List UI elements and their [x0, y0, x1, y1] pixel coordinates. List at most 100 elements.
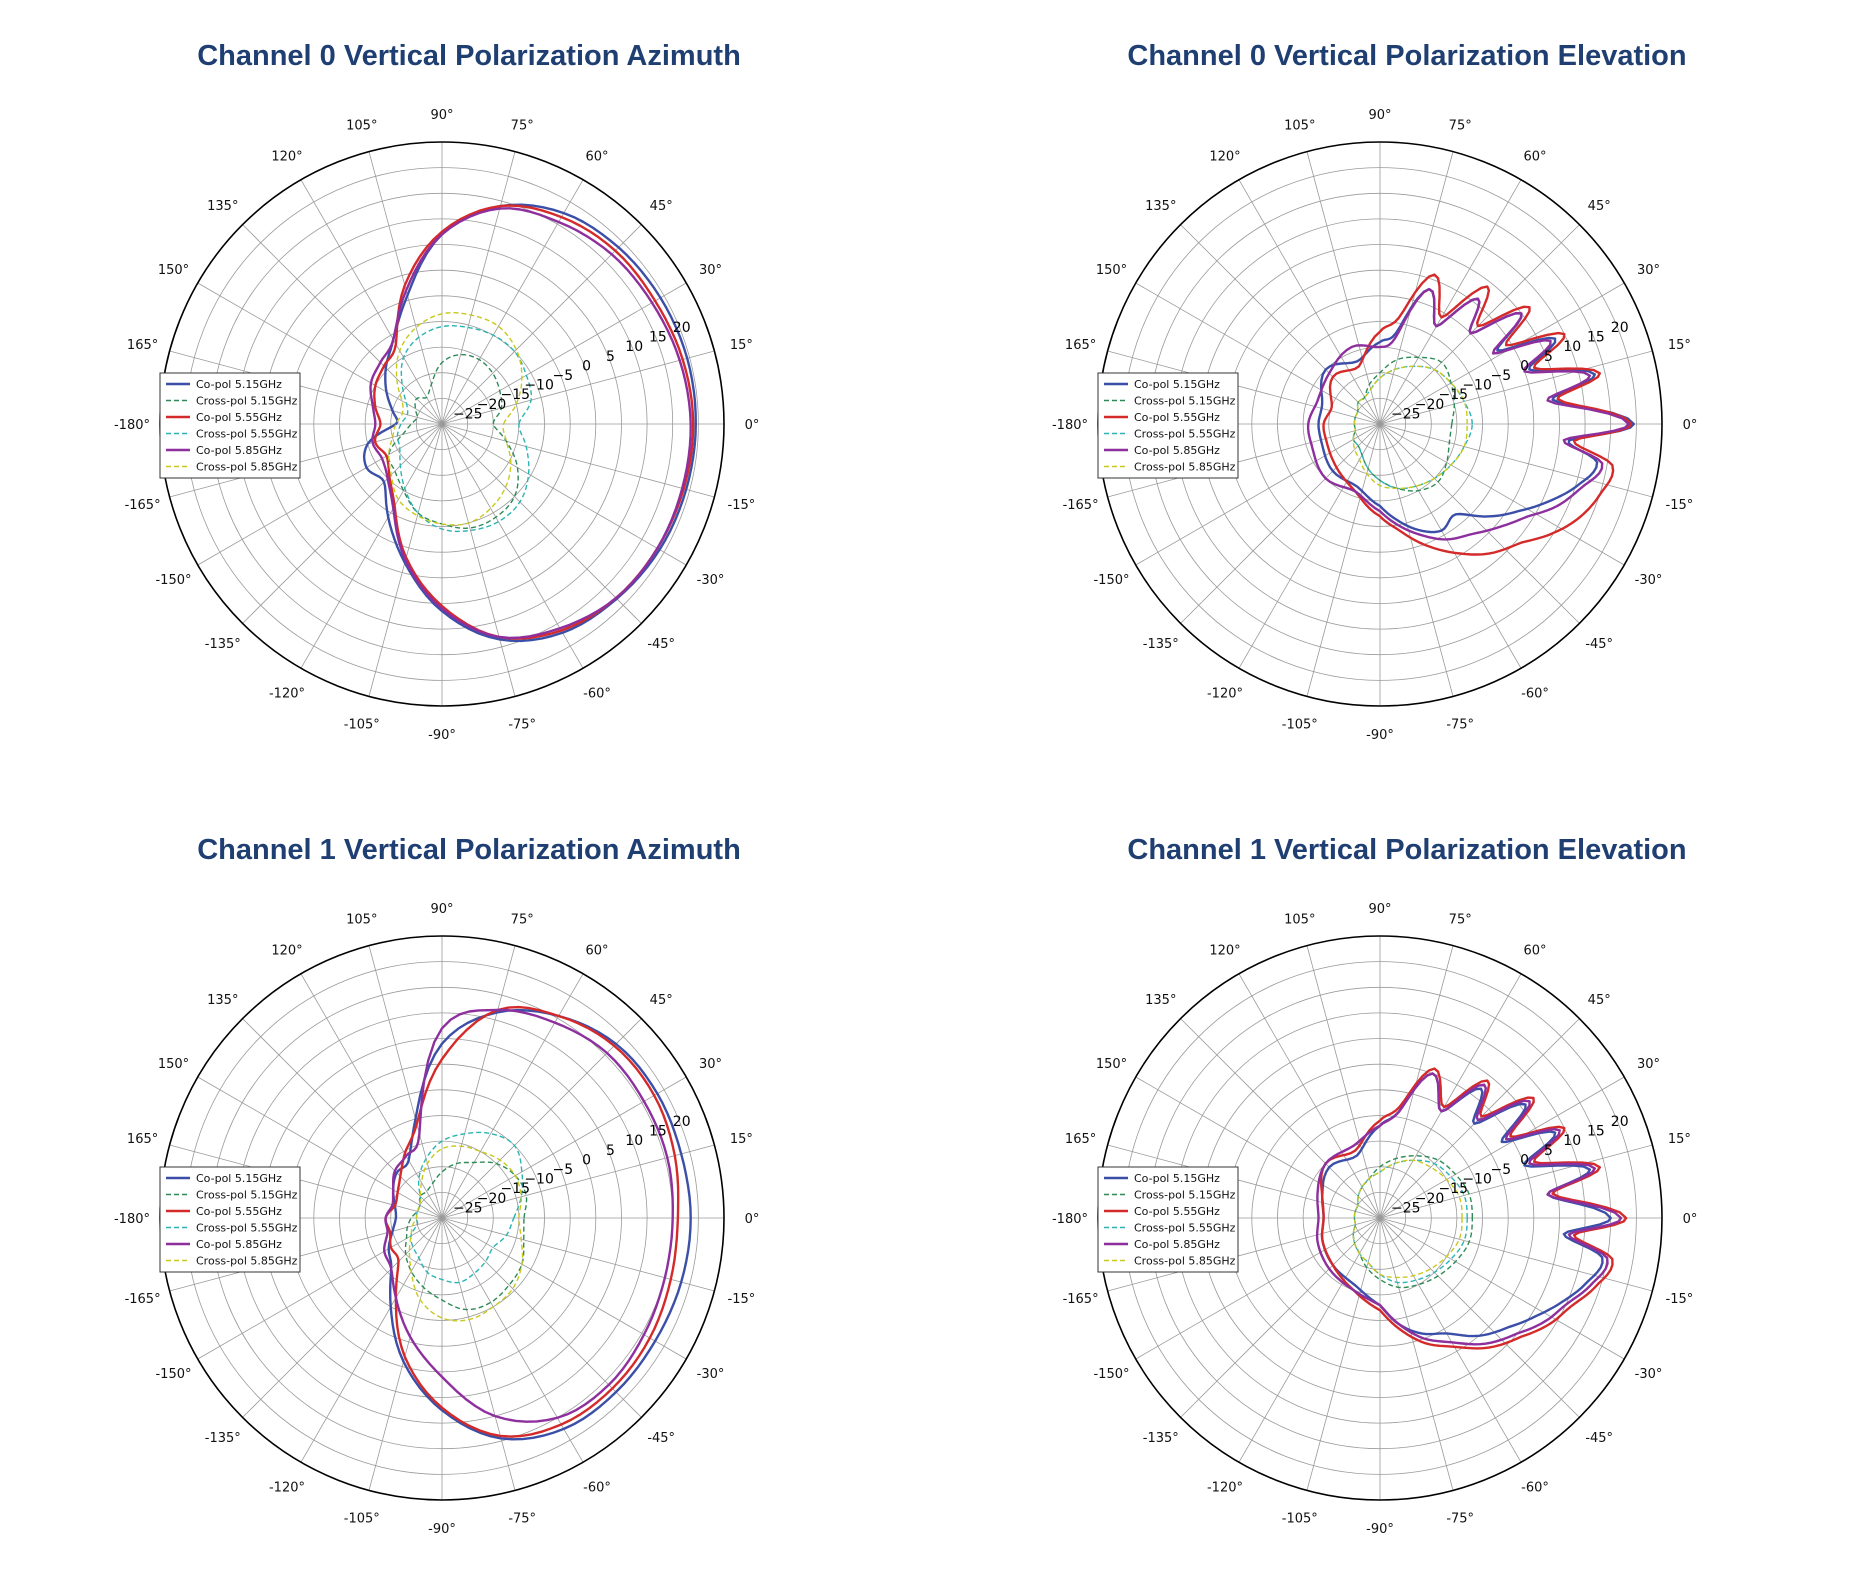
- theta-tick-label: 60°: [585, 150, 608, 165]
- grid-spoke: [1135, 282, 1381, 425]
- r-tick-label: 5: [606, 349, 615, 365]
- r-tick-label: 15: [1587, 1124, 1605, 1140]
- theta-tick-label: 30°: [1637, 1057, 1660, 1072]
- r-tick-label: −10: [1462, 1172, 1492, 1188]
- theta-tick-label: 120°: [1209, 150, 1240, 165]
- legend-label: Cross-pol 5.55GHz: [196, 1222, 298, 1235]
- grid-spoke: [1379, 973, 1522, 1219]
- r-tick-label: 20: [1611, 320, 1629, 336]
- legend-label: Cross-pol 5.15GHz: [1134, 395, 1236, 408]
- r-tick-label: −5: [552, 1162, 573, 1178]
- theta-tick-label: 60°: [1523, 944, 1546, 959]
- grid-spoke: [1379, 179, 1522, 425]
- legend-label: Co-pol 5.85GHz: [196, 444, 282, 457]
- theta-tick-label: -150°: [1093, 1367, 1129, 1382]
- r-tick-label: 5: [1544, 349, 1553, 365]
- r-tick-label: −25: [1391, 406, 1421, 422]
- theta-tick-label: -165°: [1063, 498, 1099, 513]
- grid-spoke: [1379, 423, 1625, 566]
- theta-tick-label: -105°: [344, 717, 380, 732]
- polar-chart: 0° 15° 30° 45° 60° 75° 90° 105° 120° 135° 150° 165°…: [1052, 902, 1697, 1537]
- series-line: [383, 1008, 674, 1423]
- legend-label: Co-pol 5.55GHz: [1134, 1205, 1220, 1218]
- theta-tick-label: 75°: [511, 913, 534, 928]
- grid-spoke: [169, 350, 443, 425]
- r-tick-label: 0: [1520, 1152, 1529, 1168]
- theta-tick-label: 15°: [1668, 338, 1691, 353]
- theta-tick-label: 45°: [650, 199, 673, 214]
- grid-spoke: [1306, 945, 1381, 1219]
- chart-panel: Channel 0 Vertical Polarization Azimuth …: [0, 0, 938, 794]
- grid-spoke: [441, 945, 516, 1219]
- series-line: [1315, 1072, 1623, 1346]
- grid-spoke: [1180, 224, 1381, 425]
- theta-tick-label: -90°: [1366, 728, 1394, 743]
- theta-tick-label: 30°: [1637, 263, 1660, 278]
- series-line: [362, 203, 697, 643]
- theta-tick-label: -15°: [728, 1292, 756, 1307]
- theta-tick-label: -150°: [155, 1367, 191, 1382]
- theta-tick-label: -45°: [1585, 1431, 1613, 1446]
- grid-spoke: [368, 151, 443, 425]
- r-tick-label: −15: [1439, 1181, 1469, 1197]
- grid-spoke: [242, 1217, 443, 1418]
- r-tick-label: −10: [524, 1172, 554, 1188]
- chart-title: Channel 1 Vertical Polarization Azimuth: [197, 834, 741, 866]
- theta-tick-label: 120°: [271, 944, 302, 959]
- grid-spoke: [197, 282, 443, 425]
- theta-tick-label: -15°: [1666, 498, 1694, 513]
- legend-box: [159, 1166, 301, 1273]
- theta-tick-label: -180°: [1052, 418, 1088, 433]
- grid-spoke: [368, 1217, 443, 1491]
- r-tick-label: −20: [477, 1191, 507, 1207]
- legend-label: Cross-pol 5.85GHz: [1134, 1255, 1236, 1268]
- theta-tick-label: 105°: [346, 119, 377, 134]
- series-line: [388, 354, 519, 529]
- theta-tick-label: -90°: [428, 1522, 456, 1537]
- grid-spoke: [1107, 350, 1381, 425]
- theta-tick-label: -165°: [125, 498, 161, 513]
- grid-spoke: [1135, 1217, 1381, 1360]
- theta-tick-label: -45°: [647, 637, 675, 652]
- grid-spoke: [441, 1217, 584, 1463]
- theta-tick-label: 165°: [127, 338, 158, 353]
- chart-title: Channel 1 Vertical Polarization Elevatio…: [1127, 834, 1687, 866]
- grid-spoke: [441, 1076, 687, 1219]
- theta-tick-label: -180°: [1052, 1212, 1088, 1227]
- theta-tick-label: -30°: [697, 573, 725, 588]
- theta-tick-label: -105°: [1282, 1511, 1318, 1526]
- grid-spoke: [441, 224, 642, 425]
- grid-spoke: [441, 1217, 687, 1360]
- grid-spoke: [1306, 1217, 1381, 1491]
- theta-tick-label: -150°: [1093, 573, 1129, 588]
- theta-tick-label: -75°: [1446, 717, 1474, 732]
- r-tick-label: −5: [552, 368, 573, 384]
- r-tick-label: 5: [1544, 1143, 1553, 1159]
- series-line: [373, 204, 695, 640]
- grid-spoke: [1238, 423, 1381, 669]
- legend-label: Cross-pol 5.55GHz: [196, 428, 298, 441]
- grid-spoke: [1379, 350, 1653, 425]
- series-line: [1319, 1067, 1628, 1350]
- theta-tick-label: -30°: [697, 1367, 725, 1382]
- legend: Co-pol 5.15GHz Cross-pol 5.15GHz Co-pol 5.…: [159, 372, 301, 479]
- grid-spoke: [1379, 1144, 1653, 1219]
- theta-tick-label: -105°: [344, 1511, 380, 1526]
- grid-spoke: [169, 1144, 443, 1219]
- r-tick-label: 10: [1563, 339, 1581, 355]
- grid-spoke: [197, 423, 443, 566]
- grid-spoke: [441, 179, 584, 425]
- legend-label: Co-pol 5.85GHz: [1134, 444, 1220, 457]
- grid-spoke: [1379, 423, 1522, 669]
- theta-tick-label: 45°: [650, 993, 673, 1008]
- r-tick-label: −10: [524, 378, 554, 394]
- theta-tick-label: 75°: [511, 119, 534, 134]
- grid-spoke: [441, 1018, 642, 1219]
- grid-spoke: [441, 973, 584, 1219]
- r-tick-label: 0: [1520, 358, 1529, 374]
- theta-tick-label: 45°: [1588, 993, 1611, 1008]
- theta-tick-label: 165°: [127, 1132, 158, 1147]
- series-line: [1317, 287, 1635, 534]
- theta-tick-label: 15°: [1668, 1132, 1691, 1147]
- legend-label: Cross-pol 5.85GHz: [196, 461, 298, 474]
